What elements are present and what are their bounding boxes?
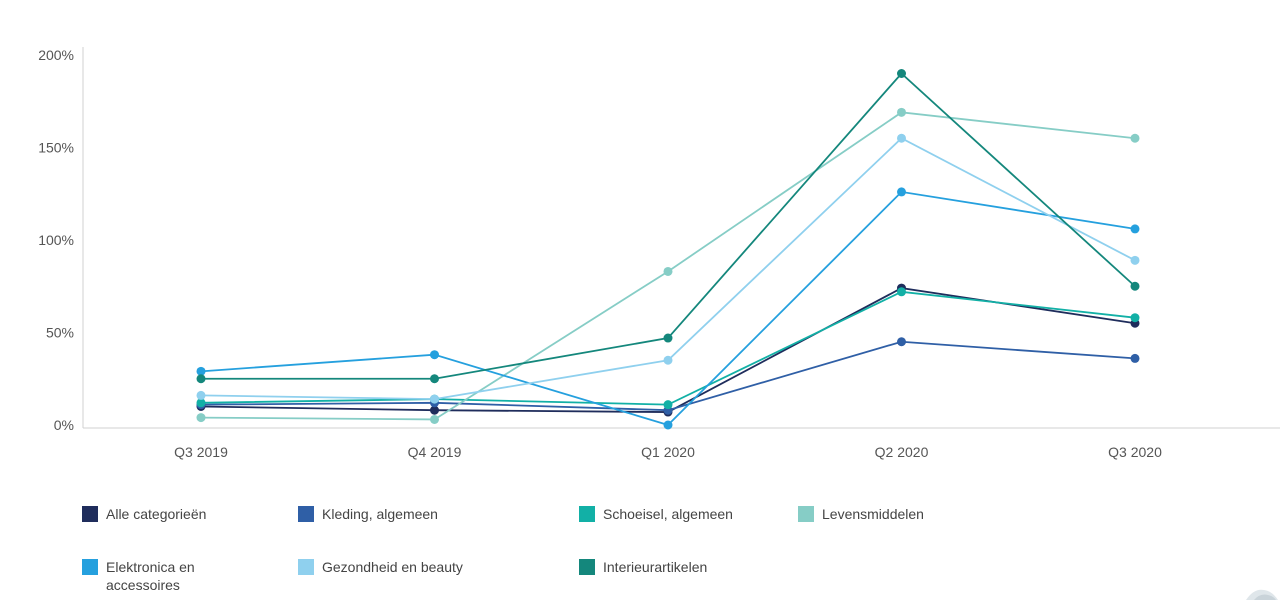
x-axis-ticks: Q3 2019 Q4 2019 Q1 2020 Q2 2020 Q3 2020 <box>174 444 1162 460</box>
data-point <box>196 374 206 384</box>
y-tick-label: 100% <box>38 232 74 248</box>
series-lines <box>200 72 1136 427</box>
legend-swatch <box>579 559 595 575</box>
legend-label: Levensmiddelen <box>822 506 924 522</box>
data-point <box>897 287 906 297</box>
series-line <box>200 287 1136 413</box>
legend-swatch <box>798 506 814 522</box>
legend-label: Elektronica en accessoires <box>106 559 195 593</box>
data-point <box>897 107 906 117</box>
legend-label: Schoeisel, algemeen <box>603 506 733 522</box>
series-points <box>196 69 1140 430</box>
data-point <box>430 405 439 415</box>
data-point <box>663 400 673 410</box>
legend-item-levensmiddelen: Levensmiddelen <box>798 505 924 523</box>
series-line <box>200 190 1136 427</box>
data-point <box>663 266 673 276</box>
legend-swatch <box>298 506 314 522</box>
data-point <box>663 355 673 365</box>
legend: Alle categorieën Kleding, algemeen Schoe… <box>82 505 982 600</box>
legend-swatch <box>579 506 595 522</box>
legend-item-elektronica: Elektronica en accessoires <box>82 558 195 594</box>
legend-swatch <box>82 559 98 575</box>
data-point <box>430 394 439 404</box>
data-point <box>897 133 906 143</box>
x-tick-label: Q1 2020 <box>641 444 695 460</box>
legend-item-gezondheid: Gezondheid en beauty <box>298 558 463 576</box>
legend-item-kleding: Kleding, algemeen <box>298 505 438 523</box>
y-tick-label: 150% <box>38 140 74 156</box>
data-point <box>1130 313 1140 323</box>
data-point <box>897 69 906 78</box>
y-tick-label: 0% <box>54 417 74 433</box>
data-point <box>196 398 206 408</box>
x-tick-label: Q4 2019 <box>408 444 462 460</box>
data-point <box>663 333 673 343</box>
data-point <box>1130 133 1140 143</box>
data-point <box>196 413 206 423</box>
legend-label: Kleding, algemeen <box>322 506 438 522</box>
legend-label: Gezondheid en beauty <box>322 559 463 575</box>
legend-item-schoeisel: Schoeisel, algemeen <box>579 505 733 523</box>
data-point <box>430 374 439 384</box>
legend-item-interieurartikelen: Interieurartikelen <box>579 558 707 576</box>
x-tick-label: Q3 2020 <box>1108 444 1162 460</box>
data-point <box>196 366 206 376</box>
data-point <box>897 187 906 197</box>
corner-decoration-icon <box>1246 589 1278 600</box>
data-point <box>1130 281 1140 291</box>
data-point <box>430 414 439 424</box>
data-point <box>663 420 673 430</box>
data-point <box>1130 353 1140 363</box>
y-tick-label: 200% <box>38 47 74 63</box>
data-point <box>1130 255 1140 265</box>
x-tick-label: Q3 2019 <box>174 444 228 460</box>
legend-swatch <box>298 559 314 575</box>
x-tick-label: Q2 2020 <box>875 444 929 460</box>
legend-item-alle-categorieen: Alle categorieën <box>82 505 206 523</box>
y-tick-label: 50% <box>46 325 74 341</box>
data-point <box>196 390 206 400</box>
data-point <box>1130 224 1140 234</box>
line-chart: 0%50%100%150%200% Q3 2019 Q4 2019 Q1 2020 Q… <box>38 47 1280 460</box>
series-line <box>201 72 1136 380</box>
y-axis-ticks: 0% 50% 100% 150% 200% <box>38 47 74 433</box>
data-point <box>897 337 906 347</box>
data-point <box>430 350 439 360</box>
legend-label: Interieurartikelen <box>603 559 708 575</box>
legend-label: Alle categorieën <box>106 506 207 522</box>
legend-swatch <box>82 506 98 522</box>
